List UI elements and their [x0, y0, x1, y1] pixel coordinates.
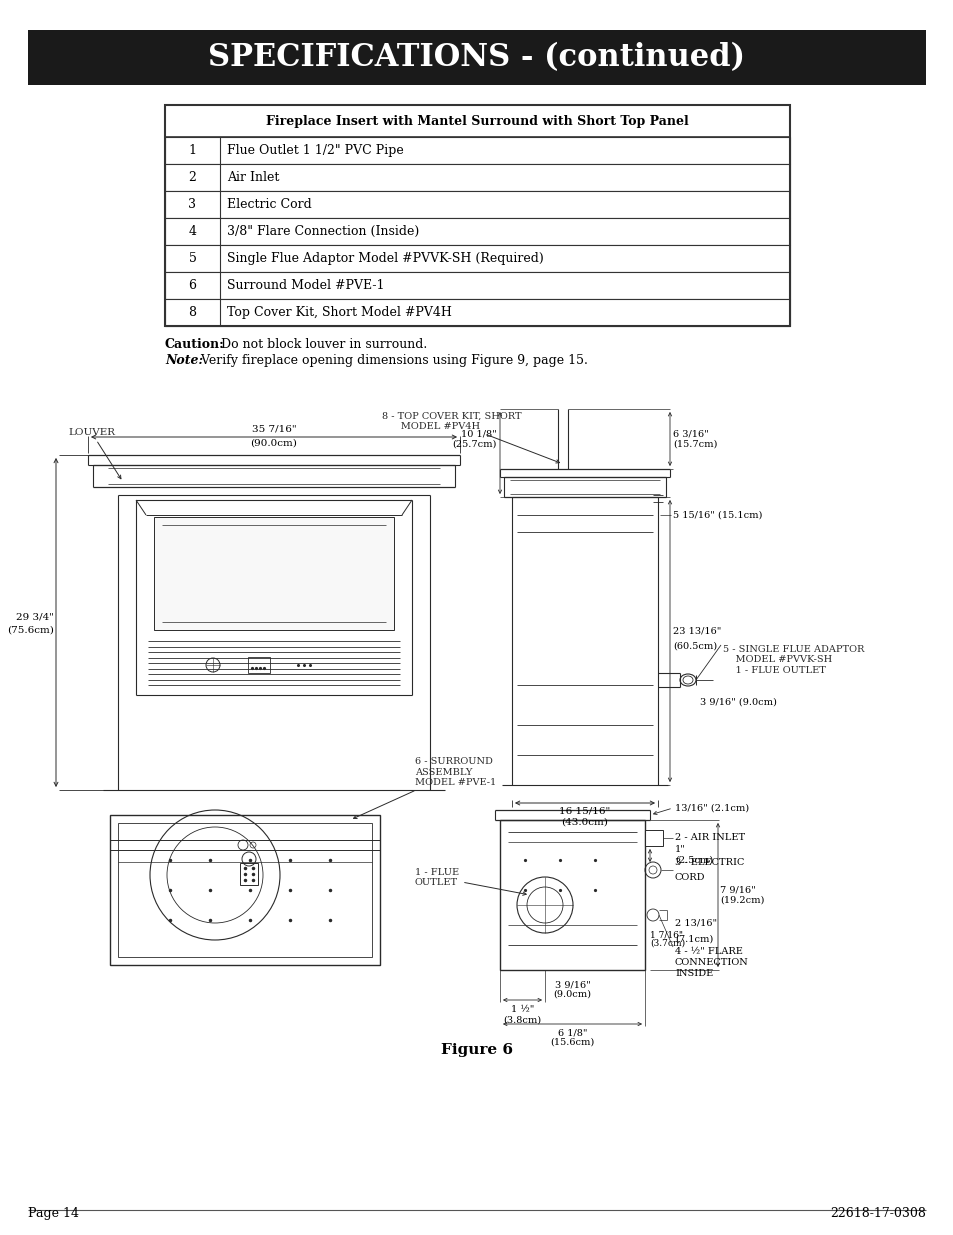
Text: CONNECTION: CONNECTION: [675, 958, 748, 967]
Text: 3 - ELECTRIC: 3 - ELECTRIC: [675, 858, 743, 867]
Text: SPECIFICATIONS - (continued): SPECIFICATIONS - (continued): [209, 42, 744, 73]
Bar: [644, 830, 662, 846]
Text: Air Inlet: Air Inlet: [227, 170, 279, 184]
Text: (15.6cm): (15.6cm): [550, 1037, 594, 1047]
Text: 8 - TOP COVER KIT, SHORT
      MODEL #PV4H: 8 - TOP COVER KIT, SHORT MODEL #PV4H: [381, 411, 558, 463]
Text: Caution:: Caution:: [165, 338, 225, 351]
Text: 7 9/16"
(19.2cm): 7 9/16" (19.2cm): [720, 885, 763, 905]
Text: (60.5cm): (60.5cm): [672, 641, 717, 651]
Text: (3.7cm): (3.7cm): [649, 939, 684, 948]
Text: 3 9/16" (9.0cm): 3 9/16" (9.0cm): [700, 698, 776, 706]
Text: 10 1/8"
(25.7cm): 10 1/8" (25.7cm): [452, 430, 497, 448]
Text: CORD: CORD: [675, 873, 705, 882]
Text: 6: 6: [189, 279, 196, 291]
Bar: [28, 30, 925, 85]
Text: 1 7/16": 1 7/16": [649, 930, 682, 939]
Text: (2.5cm): (2.5cm): [675, 856, 713, 864]
Bar: [165, 219, 789, 245]
Text: 3/8" Flare Connection (Inside): 3/8" Flare Connection (Inside): [227, 225, 418, 238]
Text: 4: 4: [189, 225, 196, 238]
Bar: [165, 272, 789, 299]
Text: 29 3/4": 29 3/4": [16, 613, 54, 622]
Text: 2 - AIR INLET: 2 - AIR INLET: [675, 834, 744, 842]
Text: (90.0cm): (90.0cm): [251, 438, 297, 448]
Bar: [165, 105, 789, 137]
Text: 5: 5: [189, 252, 196, 266]
Text: 8: 8: [189, 306, 196, 319]
Bar: [499, 820, 644, 969]
Text: 2: 2: [189, 170, 196, 184]
Text: 4 - ½" FLARE: 4 - ½" FLARE: [675, 947, 742, 956]
Text: Fireplace Insert with Mantel Surround with Short Top Panel: Fireplace Insert with Mantel Surround wi…: [266, 115, 688, 127]
Text: 2 13/16": 2 13/16": [675, 918, 717, 927]
Text: (7.1cm): (7.1cm): [675, 935, 713, 944]
Bar: [165, 191, 789, 219]
Text: 5 15/16" (15.1cm): 5 15/16" (15.1cm): [672, 510, 761, 520]
Text: 3 9/16": 3 9/16": [554, 981, 590, 989]
Text: (75.6cm): (75.6cm): [7, 626, 54, 635]
Text: Note:: Note:: [165, 354, 203, 367]
Text: 3: 3: [189, 198, 196, 211]
Text: 22618-17-0308: 22618-17-0308: [829, 1207, 925, 1220]
Text: 13/16" (2.1cm): 13/16" (2.1cm): [675, 804, 748, 813]
Text: Flue Outlet 1 1/2" PVC Pipe: Flue Outlet 1 1/2" PVC Pipe: [227, 144, 403, 157]
Text: LOUVER: LOUVER: [68, 429, 121, 479]
Bar: [153, 517, 394, 630]
Text: 1 - FLUE
OUTLET: 1 - FLUE OUTLET: [415, 868, 526, 895]
Text: Single Flue Adaptor Model #PVVK-SH (Required): Single Flue Adaptor Model #PVVK-SH (Requ…: [227, 252, 543, 266]
Text: (43.0cm): (43.0cm): [561, 818, 608, 827]
Text: (3.8cm): (3.8cm): [503, 1016, 541, 1025]
Text: 6 1/8": 6 1/8": [558, 1028, 587, 1037]
Text: Electric Cord: Electric Cord: [227, 198, 312, 211]
Text: Top Cover Kit, Short Model #PV4H: Top Cover Kit, Short Model #PV4H: [227, 306, 452, 319]
Text: Figure 6: Figure 6: [440, 1044, 513, 1057]
Bar: [165, 164, 789, 191]
Text: INSIDE: INSIDE: [675, 969, 713, 978]
Text: 5 - SINGLE FLUE ADAPTOR
    MODEL #PVVK-SH
    1 - FLUE OUTLET: 5 - SINGLE FLUE ADAPTOR MODEL #PVVK-SH 1…: [722, 645, 863, 674]
Bar: [118, 823, 372, 957]
Text: 6 - SURROUND
ASSEMBLY
MODEL #PVE-1: 6 - SURROUND ASSEMBLY MODEL #PVE-1: [354, 757, 496, 819]
Bar: [110, 815, 379, 965]
Text: 1": 1": [675, 845, 685, 853]
Text: 1: 1: [189, 144, 196, 157]
Text: Do not block louver in surround.: Do not block louver in surround.: [216, 338, 427, 351]
Text: Surround Model #PVE-1: Surround Model #PVE-1: [227, 279, 384, 291]
Text: 6 3/16"
(15.7cm): 6 3/16" (15.7cm): [672, 430, 717, 448]
Text: Page 14: Page 14: [28, 1207, 79, 1220]
Bar: [165, 245, 789, 272]
Bar: [165, 137, 789, 164]
Ellipse shape: [679, 674, 696, 685]
Bar: [165, 105, 789, 326]
Text: 1 ½": 1 ½": [510, 1005, 534, 1014]
Bar: [248, 657, 270, 673]
Text: 16 15/16": 16 15/16": [558, 806, 610, 816]
Bar: [165, 299, 789, 326]
Text: Verify fireplace opening dimensions using Figure 9, page 15.: Verify fireplace opening dimensions usin…: [196, 354, 587, 367]
Text: 35 7/16": 35 7/16": [252, 425, 296, 433]
Bar: [240, 863, 257, 885]
Text: (9.0cm): (9.0cm): [553, 990, 591, 999]
Text: 23 13/16": 23 13/16": [672, 626, 720, 636]
